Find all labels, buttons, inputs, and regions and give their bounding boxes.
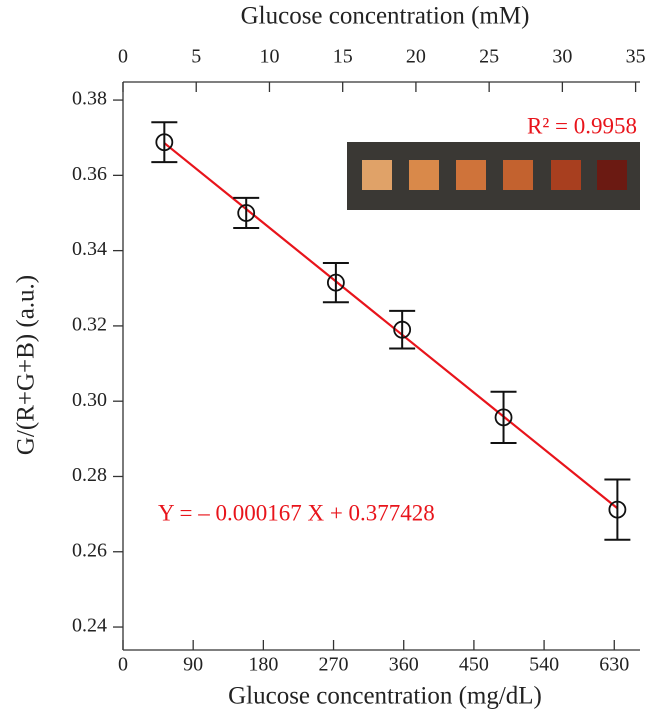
fit-line	[163, 142, 619, 510]
data-point	[155, 133, 174, 152]
error-bar	[151, 121, 178, 164]
x-tick-label: 450	[459, 654, 489, 676]
error-bar	[389, 309, 416, 350]
data-point	[237, 204, 256, 222]
y-axis-title: G/(R+G+B) (a.u.)	[13, 275, 40, 455]
x-tick-label: 180	[248, 654, 278, 676]
data-point	[393, 320, 412, 339]
error-bar	[604, 478, 631, 541]
x2-axis-title: Glucose concentration (mM)	[241, 3, 530, 30]
x2-tick-label: 35	[626, 46, 646, 68]
data-point	[326, 273, 345, 292]
x2-tick-label: 25	[479, 46, 499, 68]
y-tick-label: 0.34	[72, 238, 107, 260]
data-point	[608, 500, 627, 519]
y-tick-label: 0.26	[72, 539, 107, 561]
x-axis-title: Glucose concentration (mg/dL)	[228, 683, 542, 710]
x-tick-label: 270	[319, 654, 349, 676]
y-tick-label: 0.32	[72, 314, 107, 336]
x-tick-label: 90	[183, 654, 203, 676]
error-bar	[490, 390, 517, 444]
r2-annotation: R² = 0.9958	[527, 113, 637, 138]
x2-tick-label: 0	[118, 46, 128, 68]
y-tick-label: 0.38	[72, 88, 107, 110]
data-point	[494, 408, 513, 427]
fit-equation: Y = – 0.000167 X + 0.377428	[158, 500, 435, 525]
y-tick-label: 0.24	[72, 615, 107, 637]
y-tick-label: 0.36	[72, 163, 107, 185]
x2-tick-label: 15	[333, 46, 353, 68]
inset-photo	[347, 142, 640, 210]
x-tick-label: 360	[389, 654, 419, 676]
x-tick-label: 630	[599, 654, 629, 676]
error-bar	[322, 262, 349, 304]
x2-tick-label: 30	[552, 46, 572, 68]
x-tick-label: 0	[118, 654, 128, 676]
x-tick-label: 540	[529, 654, 559, 676]
x2-tick-label: 10	[259, 46, 279, 68]
x2-tick-label: 20	[406, 46, 426, 68]
error-bar	[233, 196, 260, 230]
y-tick-label: 0.28	[72, 464, 107, 486]
y-tick-label: 0.30	[72, 389, 107, 411]
x2-tick-label: 5	[191, 46, 201, 68]
